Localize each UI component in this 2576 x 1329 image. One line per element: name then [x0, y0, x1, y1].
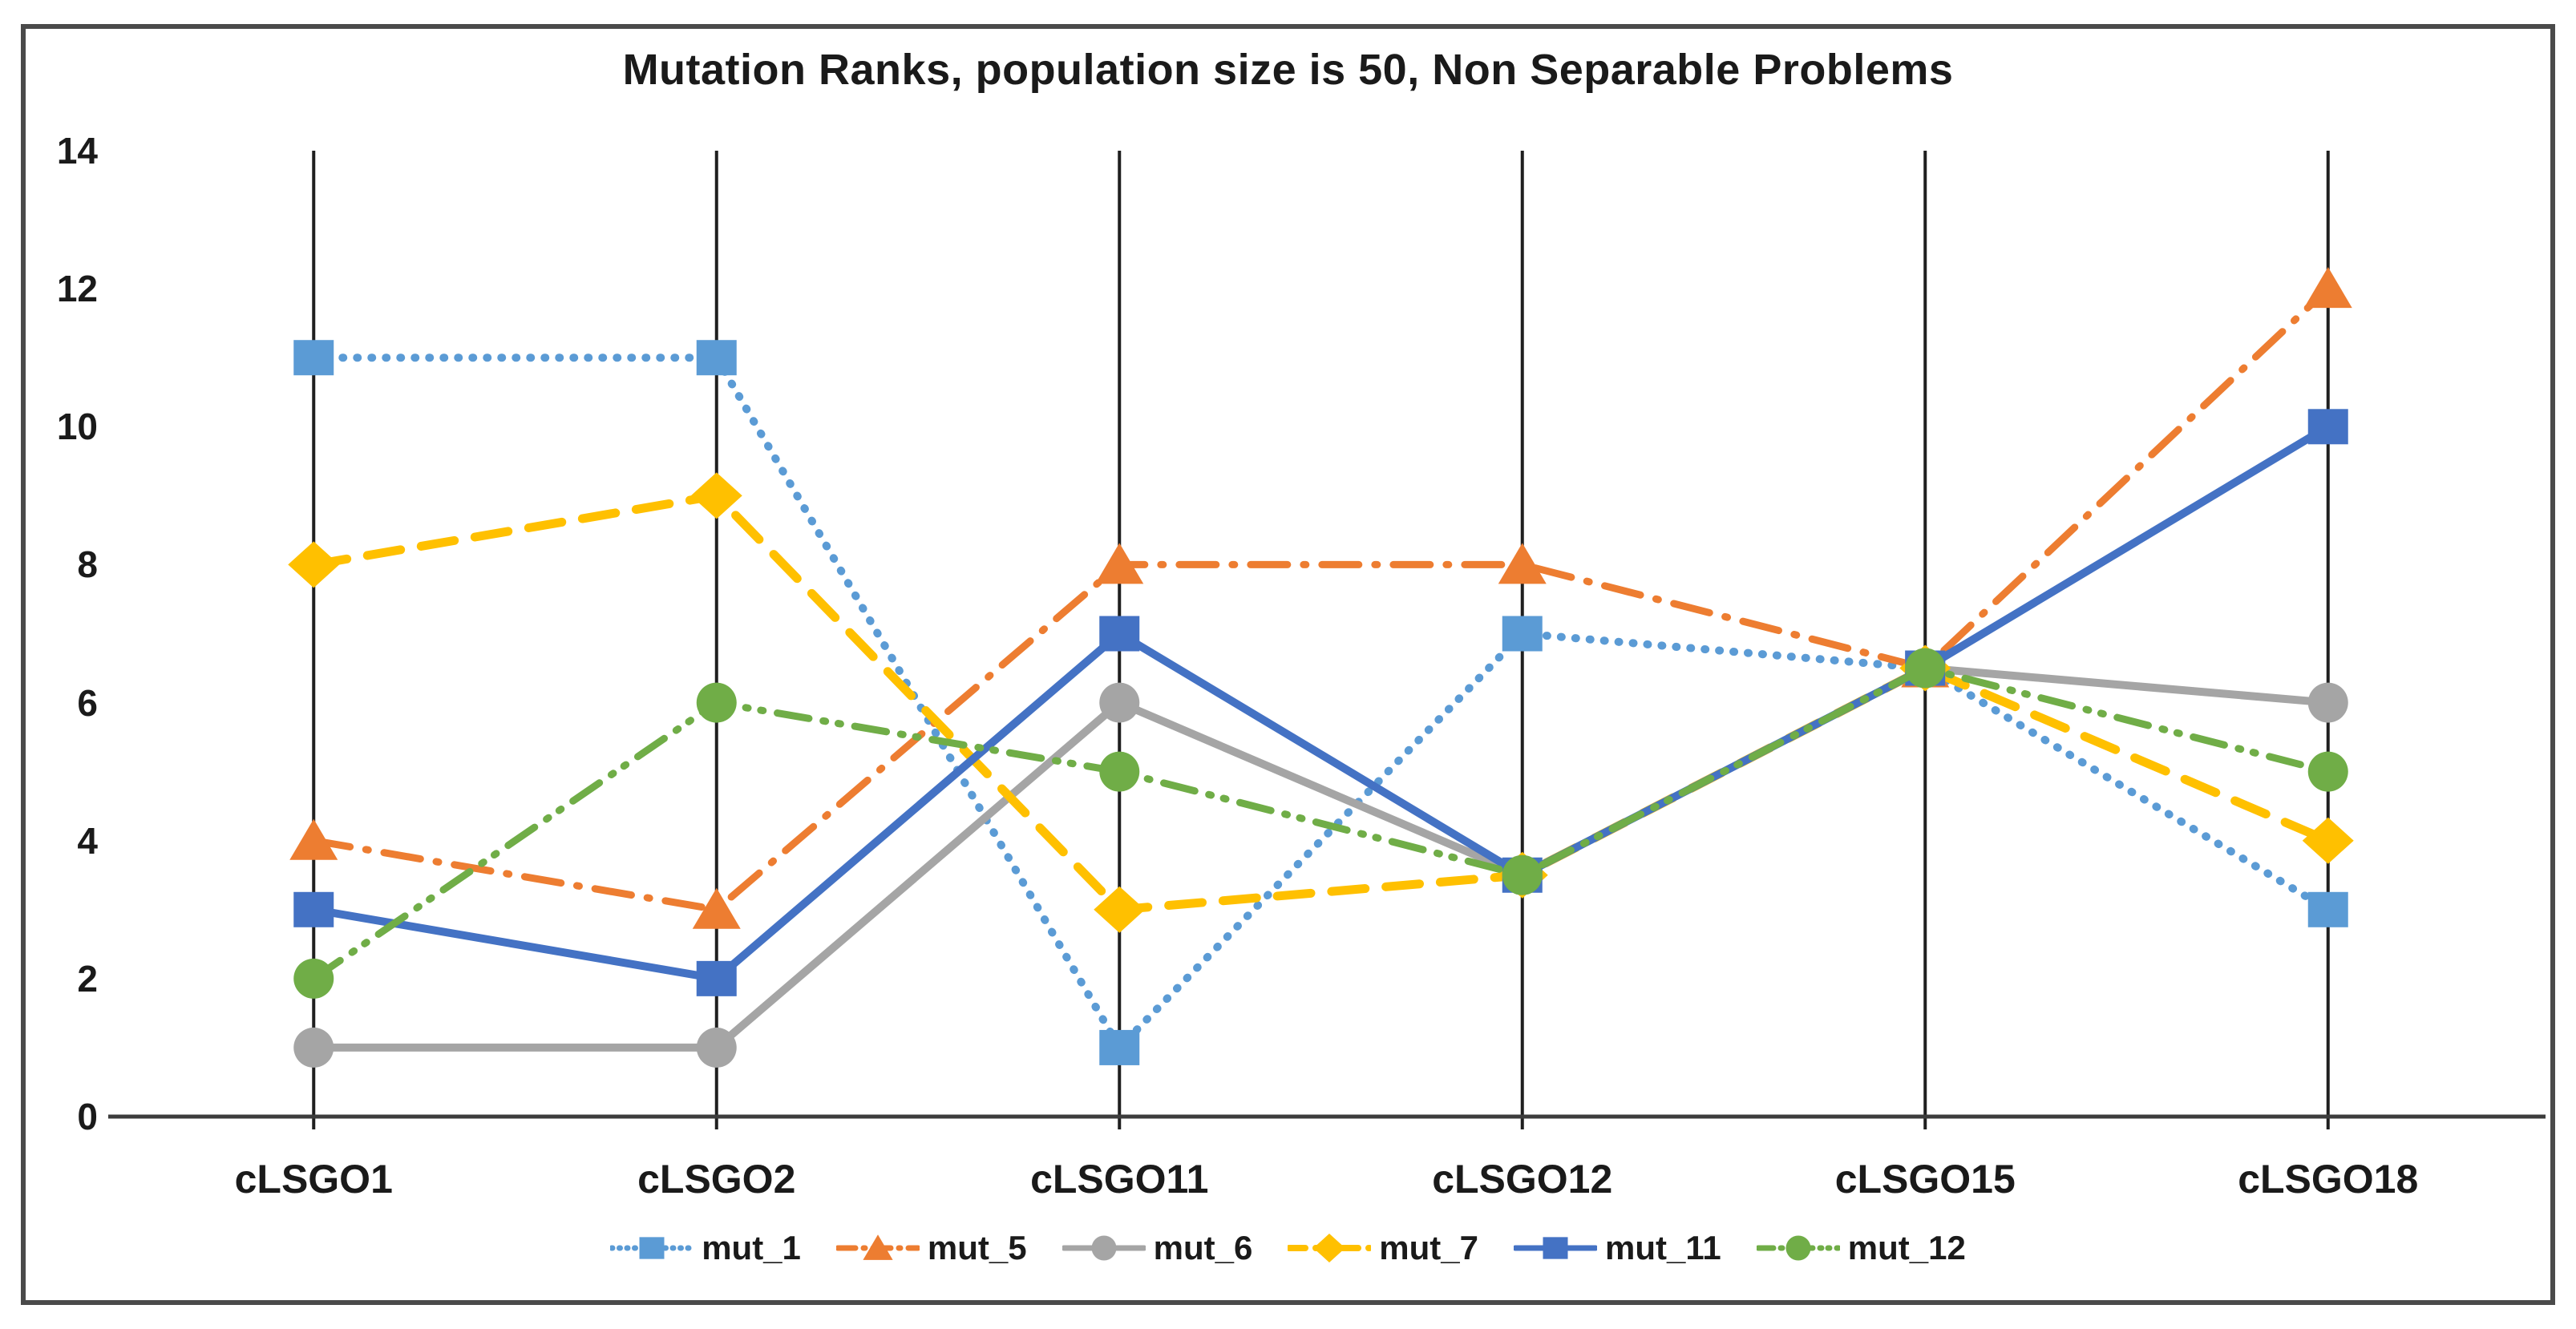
marker-mut_6-cLSGO11 — [1099, 682, 1140, 723]
marker-mut_1-cLSGO18 — [2307, 891, 2348, 927]
legend: mut_1 mut_5 mut_6 mut_7 mut_11 mut_12 — [0, 1225, 2576, 1271]
marker-mut_12-cLSGO18 — [2307, 751, 2348, 792]
marker-mut_1-cLSGO1 — [293, 340, 334, 376]
marker-mut_7-cLSGO2 — [690, 472, 742, 519]
marker-mut_1-cLSGO2 — [696, 340, 737, 376]
marker-mut_6-cLSGO1 — [293, 1027, 334, 1068]
marker-mut_5-cLSGO11 — [1095, 543, 1144, 584]
legend-swatch-square-icon — [610, 1237, 694, 1259]
marker-mut_12-cLSGO15 — [1905, 648, 1946, 689]
x-category-label-cLSGO11: cLSGO11 — [1030, 1157, 1209, 1202]
marker-mut_5-cLSGO1 — [289, 818, 338, 860]
marker-mut_7-cLSGO11 — [1094, 886, 1146, 933]
legend-swatch-diamond-icon — [1288, 1234, 1372, 1262]
marker-mut_5-cLSGO2 — [692, 887, 741, 929]
series-line-mut_12 — [309, 664, 2332, 983]
series-line-mut_6 — [309, 664, 2332, 1052]
series-line-mut_1 — [309, 353, 2332, 1052]
marker-mut_12-cLSGO2 — [696, 682, 737, 723]
y-tick-label-8: 8 — [77, 543, 98, 586]
x-category-label-cLSGO15: cLSGO15 — [1834, 1157, 2016, 1202]
legend-item-mut_12: mut_12 — [1756, 1225, 1966, 1271]
legend-swatch-circle-icon — [1756, 1235, 1840, 1261]
legend-item-mut_7: mut_7 — [1288, 1225, 1478, 1271]
x-category-label-cLSGO12: cLSGO12 — [1432, 1157, 1613, 1202]
marker-mut_5-cLSGO12 — [1498, 543, 1547, 584]
legend-label: mut_11 — [1605, 1229, 1721, 1266]
marker-mut_7-cLSGO1 — [288, 541, 340, 588]
y-tick-label-0: 0 — [77, 1096, 98, 1137]
legend-swatch-square-icon — [1514, 1237, 1597, 1259]
marker-mut_5-cLSGO18 — [2303, 267, 2352, 309]
y-tick-label-14: 14 — [56, 130, 98, 172]
legend-swatch-circle-icon — [1062, 1235, 1146, 1261]
x-category-label-cLSGO1: cLSGO1 — [234, 1157, 393, 1202]
series-line-mut_7 — [309, 491, 2333, 915]
x-category-label-cLSGO18: cLSGO18 — [2238, 1157, 2419, 1202]
marker-mut_6-cLSGO2 — [696, 1027, 737, 1068]
y-tick-label-2: 2 — [77, 957, 98, 1000]
y-tick-label-6: 6 — [77, 681, 98, 724]
marker-mut_11-cLSGO11 — [1099, 616, 1140, 652]
y-tick-label-10: 10 — [56, 406, 98, 448]
series-line-mut_11 — [309, 422, 2332, 983]
marker-mut_11-cLSGO2 — [696, 960, 737, 996]
marker-mut_12-cLSGO1 — [293, 958, 334, 999]
y-tick-label-4: 4 — [77, 819, 98, 862]
chart-title: Mutation Ranks, population size is 50, N… — [622, 46, 1954, 94]
legend-label: mut_6 — [1153, 1229, 1253, 1266]
legend-item-mut_5: mut_5 — [835, 1225, 1027, 1271]
marker-mut_11-cLSGO1 — [293, 891, 334, 927]
legend-label: mut_7 — [1379, 1229, 1478, 1266]
y-tick-label-12: 12 — [56, 268, 98, 310]
legend-swatch-triangle-icon — [835, 1234, 920, 1260]
legend-label: mut_5 — [927, 1229, 1027, 1266]
marker-mut_1-cLSGO12 — [1502, 616, 1543, 652]
legend-label: mut_12 — [1847, 1229, 1966, 1266]
marker-mut_12-cLSGO11 — [1099, 751, 1140, 792]
legend-item-mut_11: mut_11 — [1514, 1225, 1721, 1271]
legend-item-mut_1: mut_1 — [610, 1225, 801, 1271]
x-category-label-cLSGO2: cLSGO2 — [637, 1157, 796, 1202]
marker-mut_7-cLSGO18 — [2302, 817, 2354, 864]
marker-mut_6-cLSGO18 — [2307, 682, 2348, 723]
series-line-mut_5 — [309, 285, 2332, 914]
marker-mut_11-cLSGO18 — [2307, 409, 2348, 445]
legend-label: mut_1 — [702, 1229, 801, 1266]
legend-item-mut_6: mut_6 — [1062, 1225, 1253, 1271]
marker-mut_1-cLSGO11 — [1099, 1029, 1140, 1065]
marker-mut_12-cLSGO12 — [1502, 854, 1543, 895]
